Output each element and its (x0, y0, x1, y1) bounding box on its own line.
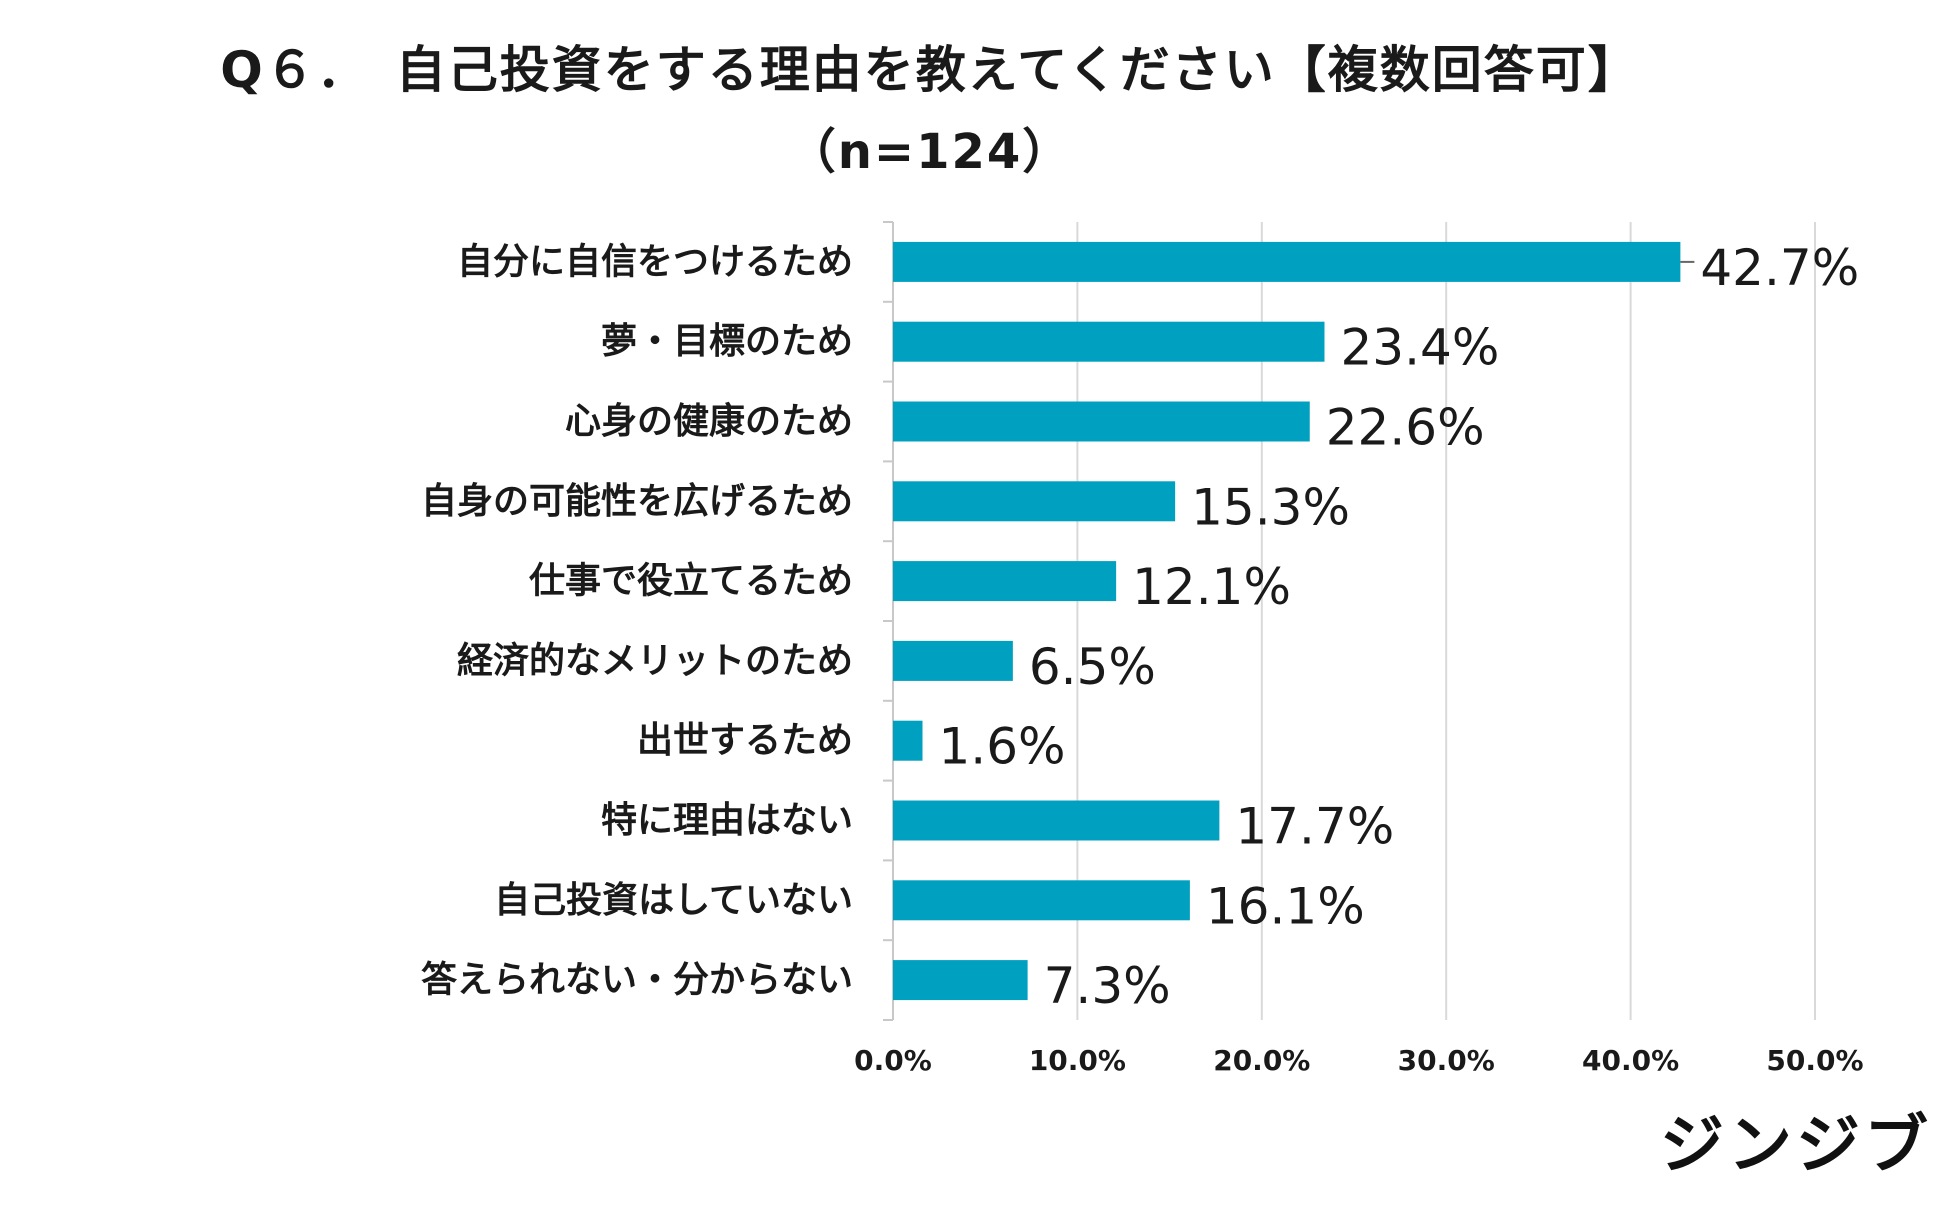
x-tick-label: 50.0% (1766, 1044, 1863, 1077)
category-label: 自身の可能性を広げるため (421, 481, 853, 522)
data-label: 12.1% (1132, 558, 1291, 616)
data-label: 42.7% (1700, 239, 1859, 297)
x-tick-label: 0.0% (854, 1044, 932, 1077)
data-label: 22.6% (1326, 399, 1485, 457)
category-label: 経済的なメリットのため (457, 640, 853, 681)
category-label: 自分に自信をつけるため (457, 241, 853, 282)
category-label: 自己投資はしていない (494, 880, 853, 921)
bar-3 (893, 481, 1176, 522)
category-label: 出世するため (637, 720, 853, 761)
data-label: 23.4% (1340, 319, 1499, 377)
data-label: 7.3% (1044, 957, 1171, 1015)
data-label: 15.3% (1191, 478, 1350, 536)
bar-4 (893, 561, 1117, 602)
labels: 0.0% 10.0% 20.0% 30.0% 40.0% 50.0% 自分に自信をつけるため… (421, 239, 1864, 1077)
data-label: 17.7% (1235, 798, 1394, 856)
x-tick-label: 40.0% (1582, 1044, 1679, 1077)
bar-6 (893, 720, 923, 761)
category-label: 答えられない・分からない (421, 960, 853, 1001)
bar-7 (893, 800, 1220, 841)
x-tick-label: 20.0% (1213, 1044, 1310, 1077)
bar-1 (893, 321, 1325, 362)
bar-9 (893, 960, 1028, 1001)
brand-logo: ジンジブ (1660, 1109, 1932, 1183)
bar-8 (893, 880, 1190, 921)
bar-0 (893, 241, 1681, 282)
category-label: 仕事で役立てるため (529, 561, 853, 602)
bar-2 (893, 401, 1310, 442)
data-label: 1.6% (939, 718, 1066, 776)
chart-title: Q６． 自己投資をする理由を教えてください【複数回答可】 (220, 41, 1640, 99)
data-label: 6.5% (1029, 638, 1156, 696)
bar-5 (893, 640, 1013, 681)
x-tick-label: 30.0% (1398, 1044, 1495, 1077)
category-label: 夢・目標のため (601, 321, 853, 362)
bars (893, 241, 1681, 1001)
category-label: 心身の健康のため (565, 400, 853, 442)
chart-subtitle: （n=124） (787, 124, 1073, 180)
category-label: 特に理由はない (601, 800, 853, 841)
x-tick-label: 10.0% (1029, 1044, 1126, 1077)
data-label: 16.1% (1206, 877, 1365, 935)
